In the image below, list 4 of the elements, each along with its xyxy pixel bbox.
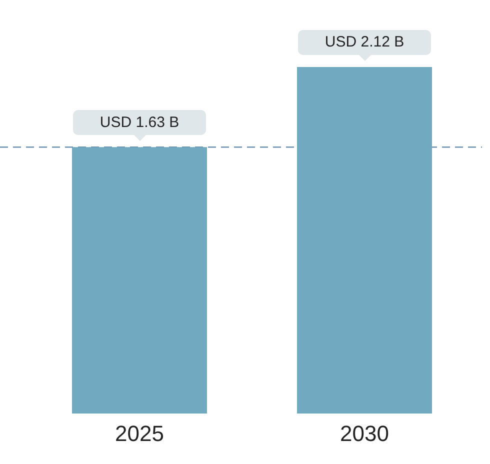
data-label: USD 2.12 B [324,34,404,51]
x-tick-label: 2030 [340,420,389,446]
x-tick-label: 2025 [115,420,164,446]
data-label: USD 1.63 B [100,114,180,131]
